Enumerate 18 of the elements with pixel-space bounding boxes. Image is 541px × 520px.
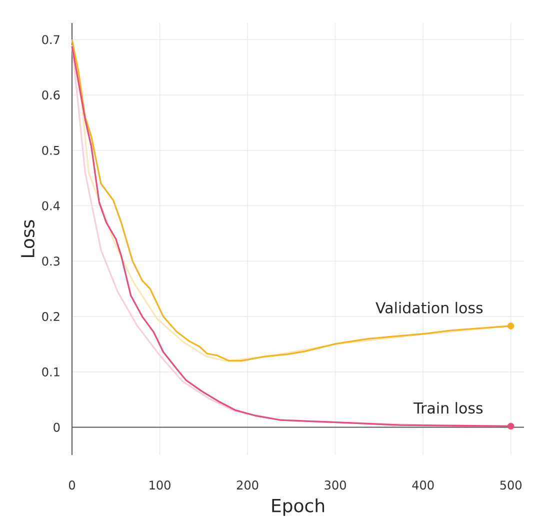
x-tick-label: 100 [150,480,170,490]
x-tick-label: 200 [236,480,258,490]
y-tick-label: 0.3 [42,256,60,266]
x-tick-label: 500 [500,480,522,490]
x-tick-label: 0 [68,480,76,490]
series-label: Train loss [414,402,483,414]
y-tick-label: 0.6 [42,90,60,100]
x-axis-title: Epoch [272,498,324,516]
y-tick-label: 0 [54,422,60,432]
y-tick-label: 0.7 [42,35,60,44]
y-axis-title: Loss [21,220,35,257]
y-tick-label: 0.2 [42,312,60,322]
series-label: Validation loss [376,302,483,314]
y-tick-label: 0.5 [42,146,60,155]
y-tick-label: 0.1 [42,367,60,376]
x-tick-label: 300 [324,480,346,490]
x-tick-label: 400 [412,480,434,490]
y-tick-label: 0.4 [42,201,60,210]
